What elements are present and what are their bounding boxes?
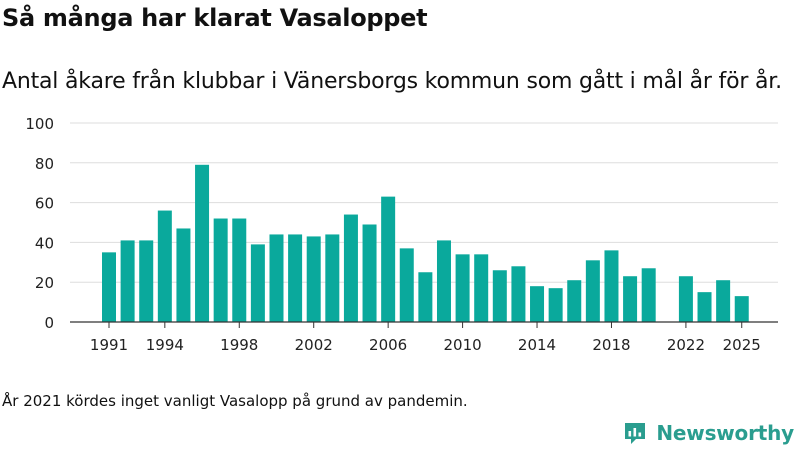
bar-2001	[288, 234, 303, 322]
bar-2022	[678, 276, 693, 322]
bar-2023	[697, 292, 712, 322]
bars	[102, 164, 749, 322]
bar-2005	[362, 224, 377, 322]
bar-2012	[492, 270, 507, 322]
y-tick-label-20: 20	[35, 274, 54, 292]
bar-1993	[139, 240, 154, 322]
x-tick-label-1998: 1998	[220, 336, 258, 354]
bar-1991	[102, 252, 116, 322]
bar-2009	[436, 240, 451, 322]
bar-2003	[325, 234, 340, 322]
bar-1995	[176, 228, 191, 322]
y-tick-label-0: 0	[44, 314, 54, 332]
bar-2008	[418, 272, 433, 322]
bar-2006	[381, 196, 396, 322]
bar-2013	[511, 266, 526, 322]
y-tick-label-40: 40	[35, 234, 54, 252]
grid-lines	[70, 122, 778, 283]
x-tick-label-2025: 2025	[723, 336, 761, 354]
bar-2002	[306, 236, 321, 322]
y-tick-label-80: 80	[35, 155, 54, 173]
bar-1997	[213, 218, 228, 322]
x-tick-label-1991: 1991	[90, 336, 128, 354]
x-tick-label-2018: 2018	[592, 336, 630, 354]
bar-2010	[455, 254, 470, 322]
bar-2018	[604, 250, 619, 322]
x-tick-label-2006: 2006	[369, 336, 407, 354]
x-tick-label-2002: 2002	[295, 336, 333, 354]
newsworthy-logo-icon	[625, 423, 646, 444]
bar-2014	[530, 286, 545, 322]
x-tick-label-1994: 1994	[146, 336, 184, 354]
bar-2000	[269, 234, 284, 322]
x-tick-label-2022: 2022	[667, 336, 705, 354]
bar-2007	[399, 248, 414, 322]
x-tick-label-2014: 2014	[518, 336, 556, 354]
bar-2020	[641, 268, 656, 322]
bar-1996	[195, 164, 210, 322]
bar-2024	[716, 280, 731, 322]
footnote: År 2021 kördes inget vanligt Vasalopp på…	[2, 392, 468, 410]
y-tick-label-100: 100	[25, 115, 54, 133]
y-tick-label-60: 60	[35, 195, 54, 213]
brand-name: Newsworthy	[656, 421, 794, 445]
brand-logo: Newsworthy	[622, 420, 794, 446]
chart-title: Så många har klarat Vasaloppet	[2, 4, 428, 32]
bar-1992	[120, 240, 135, 322]
bar-1994	[157, 210, 172, 322]
x-tick-label-2010: 2010	[443, 336, 481, 354]
tick-labels: 0 20 40 60 80 100 1991 1994 1998 2002 2006 2010 2014…	[25, 115, 760, 354]
chart-subtitle: Antal åkare från klubbar i Vänersborgs k…	[2, 69, 782, 94]
bar-2017	[585, 260, 600, 322]
bar-2016	[567, 280, 582, 322]
bar-2004	[343, 214, 358, 322]
bar-1999	[250, 244, 265, 322]
bar-2019	[623, 276, 638, 322]
bar-2025	[734, 296, 749, 322]
bar-2015	[548, 288, 563, 322]
x-axis	[70, 321, 778, 328]
bar-2011	[474, 254, 489, 322]
bar-1998	[232, 218, 247, 322]
